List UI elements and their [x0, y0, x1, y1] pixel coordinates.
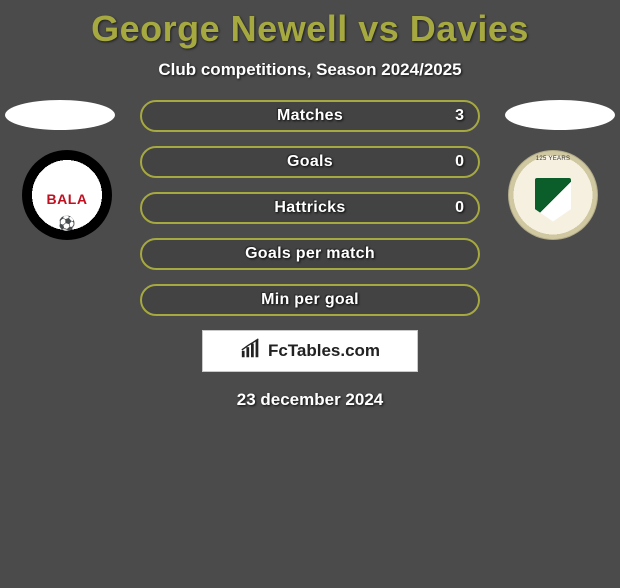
- stat-rows: Matches 3 Goals 0 Hattricks 0 Goals per …: [140, 100, 480, 316]
- stat-row-min-per-goal: Min per goal: [140, 284, 480, 316]
- branding-text: FcTables.com: [268, 341, 380, 361]
- page-subtitle: Club competitions, Season 2024/2025: [0, 60, 620, 80]
- stat-value-right: 3: [455, 107, 464, 125]
- club-badge-right: [508, 150, 598, 240]
- player-avatar-right: [505, 100, 615, 130]
- comparison-content: Matches 3 Goals 0 Hattricks 0 Goals per …: [0, 100, 620, 410]
- stat-label: Matches: [277, 107, 343, 125]
- stat-label: Min per goal: [261, 291, 359, 309]
- stat-label: Hattricks: [274, 199, 345, 217]
- stat-value-right: 0: [455, 199, 464, 217]
- club-badge-left: [22, 150, 112, 240]
- branding-box[interactable]: FcTables.com: [202, 330, 418, 372]
- stat-value-right: 0: [455, 153, 464, 171]
- stat-label: Goals per match: [245, 245, 375, 263]
- stat-row-matches: Matches 3: [140, 100, 480, 132]
- stat-row-goals: Goals 0: [140, 146, 480, 178]
- bar-chart-icon: [240, 338, 262, 365]
- stat-label: Goals: [287, 153, 333, 171]
- date-line: 23 december 2024: [0, 390, 620, 410]
- stat-row-goals-per-match: Goals per match: [140, 238, 480, 270]
- page-title: George Newell vs Davies: [0, 8, 620, 50]
- player-avatar-left: [5, 100, 115, 130]
- stat-row-hattricks: Hattricks 0: [140, 192, 480, 224]
